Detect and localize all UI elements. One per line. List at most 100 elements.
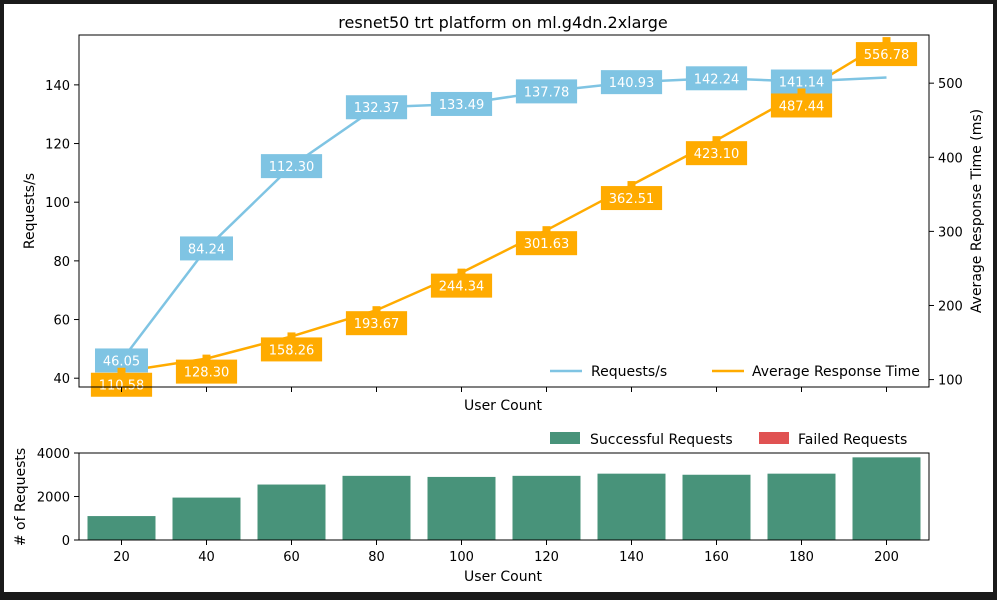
top-y2-tick-label: 400 <box>938 151 963 166</box>
successful-requests-bar <box>682 474 751 540</box>
requests-data-label: 112.30 <box>269 160 315 175</box>
requests-data-label-box <box>515 79 578 104</box>
response-time-data-label: 301.63 <box>524 237 570 252</box>
bottom-x-tick-label: 180 <box>789 550 814 565</box>
response-time-point <box>287 332 296 341</box>
legend-failed-label: Failed Requests <box>798 432 907 448</box>
top-legend: Requests/s Average Response Time <box>550 364 920 380</box>
bottom-x-tick-label: 100 <box>449 550 474 565</box>
top-y-tick-label: 140 <box>45 79 70 94</box>
bottom-bar-chart: 0 2000 4000 20 40 60 80 100 120 140 160 180 200 Use… <box>13 432 930 585</box>
response-time-data-label: 423.10 <box>694 147 740 162</box>
response-time-data-label-box <box>430 273 493 298</box>
top-y2-tick-label: 200 <box>938 299 963 314</box>
response-time-data-label: 128.30 <box>184 366 230 381</box>
top-y2-tick-label: 100 <box>938 374 963 389</box>
requests-data-label: 132.37 <box>354 101 400 116</box>
top-y2-tick-label: 500 <box>938 77 963 92</box>
successful-requests-bar <box>512 475 581 540</box>
response-time-point <box>627 181 636 190</box>
legend-successful-label: Successful Requests <box>590 432 733 448</box>
legend-requests-label: Requests/s <box>591 364 667 380</box>
response-time-data-label-box <box>600 186 663 211</box>
response-time-data-label: 193.67 <box>354 317 400 332</box>
requests-data-label: 141.14 <box>779 76 825 91</box>
top-y2-axis-label: Average Response Time (ms) <box>969 109 985 313</box>
response-time-point <box>457 268 466 277</box>
requests-data-label-box <box>430 91 493 116</box>
requests-data-label-box <box>685 66 748 91</box>
response-time-data-label-box <box>770 93 833 118</box>
response-time-point <box>797 88 806 97</box>
response-time-data-label-box <box>175 359 238 384</box>
response-time-data-label-box <box>345 311 408 336</box>
top-series-layer: 46.05 84.24 112.30 132.37 133.49 137.78 140.93… <box>90 37 918 397</box>
requests-data-label-box <box>345 95 408 120</box>
legend-response-time-label: Average Response Time <box>752 364 920 380</box>
response-time-data-label: 362.51 <box>609 192 655 207</box>
bottom-x-axis: 20 40 60 80 100 120 140 160 180 200 <box>113 540 899 565</box>
requests-data-label: 46.05 <box>103 354 140 369</box>
response-time-point <box>202 354 211 363</box>
response-time-data-label: 244.34 <box>439 280 485 295</box>
bottom-x-axis-label: User Count <box>464 569 542 585</box>
requests-data-label: 140.93 <box>609 76 655 91</box>
successful-requests-bar <box>597 473 666 540</box>
response-time-point <box>542 226 551 235</box>
requests-data-label: 84.24 <box>188 242 225 257</box>
successful-requests-bar <box>427 476 496 540</box>
bottom-x-tick-label: 120 <box>534 550 559 565</box>
response-time-point <box>882 37 891 46</box>
successful-requests-bar <box>172 497 241 540</box>
response-time-data-label: 556.78 <box>864 48 910 63</box>
requests-data-label-box <box>260 154 323 179</box>
response-time-point <box>372 306 381 315</box>
response-time-data-label-box <box>855 42 918 67</box>
requests-data-label-box <box>600 70 663 95</box>
bottom-y-axis: 0 2000 4000 <box>37 447 79 549</box>
requests-line <box>120 76 887 362</box>
requests-data-label: 133.49 <box>439 98 485 113</box>
response-time-data-label-box <box>260 337 323 362</box>
top-x-axis-label: User Count <box>464 398 542 414</box>
bottom-y-tick-label: 2000 <box>37 491 70 506</box>
response-time-data-label-box <box>90 372 153 397</box>
successful-requests-bar <box>257 484 326 540</box>
response-time-data-label: 110.58 <box>99 379 145 394</box>
top-line-chart: resnet50 trt platform on ml.g4dn.2xlarge… <box>22 13 985 414</box>
response-time-point <box>712 136 721 145</box>
response-time-data-label: 487.44 <box>779 99 825 114</box>
top-y2-tick-label: 300 <box>938 225 963 240</box>
top-left-axis: 40 60 80 100 120 140 <box>45 79 79 387</box>
response-time-line <box>121 40 888 373</box>
response-time-data-label-box <box>515 231 578 256</box>
bottom-x-tick-label: 60 <box>283 550 300 565</box>
successful-requests-bar <box>767 473 836 540</box>
top-right-axis: 100 200 300 400 500 <box>929 77 963 389</box>
top-y-tick-label: 40 <box>53 372 70 387</box>
bottom-x-tick-label: 80 <box>368 550 385 565</box>
top-y-tick-label: 60 <box>53 314 70 329</box>
requests-data-label-box <box>180 236 233 261</box>
top-plot-frame <box>78 34 930 388</box>
bottom-x-tick-label: 40 <box>198 550 215 565</box>
bottom-bars-layer <box>87 457 921 540</box>
top-y-tick-label: 120 <box>45 138 70 153</box>
requests-data-label: 142.24 <box>694 72 740 87</box>
top-y-tick-label: 100 <box>45 196 70 211</box>
successful-requests-bar <box>87 516 156 540</box>
chart-title: resnet50 trt platform on ml.g4dn.2xlarge <box>338 13 667 32</box>
response-time-data-label: 158.26 <box>269 343 315 358</box>
bottom-legend: Successful Requests Failed Requests <box>550 432 907 448</box>
bottom-y-tick-label: 0 <box>62 534 70 549</box>
top-x-axis <box>121 387 887 392</box>
bottom-y-axis-label: # of Requests <box>13 448 29 546</box>
bottom-x-tick-label: 20 <box>113 550 130 565</box>
requests-data-label: 137.78 <box>524 85 570 100</box>
bottom-x-tick-label: 200 <box>874 550 899 565</box>
response-time-point <box>117 367 126 376</box>
bottom-x-tick-label: 140 <box>619 550 644 565</box>
figure-background <box>4 4 993 592</box>
